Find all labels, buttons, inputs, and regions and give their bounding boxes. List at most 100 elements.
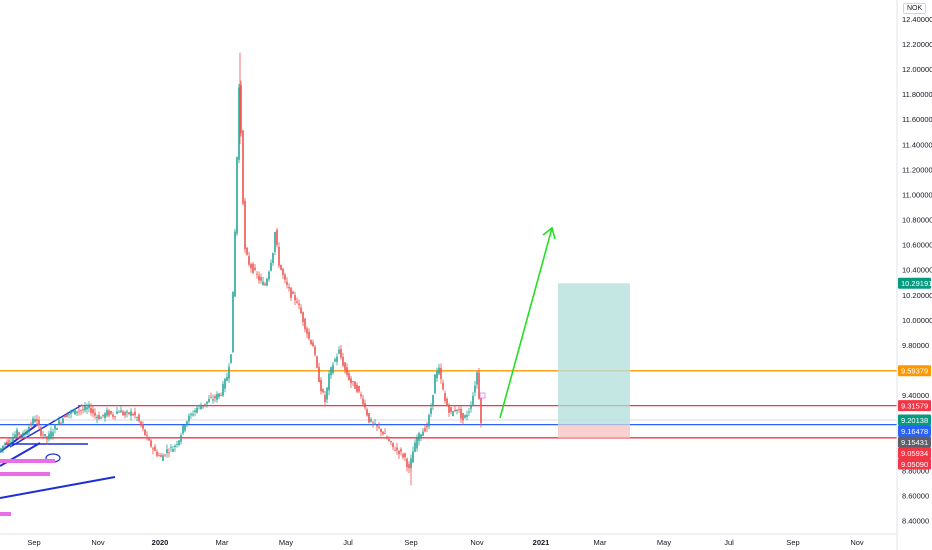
- candle-body: [34, 419, 36, 423]
- candle-body: [354, 381, 356, 389]
- price-badge[interactable]: [898, 277, 931, 289]
- candle-body: [74, 408, 76, 415]
- candle-body: [116, 411, 118, 414]
- candle-body: [470, 405, 472, 409]
- candle-body: [232, 291, 234, 353]
- projection-arrow[interactable]: [499, 226, 556, 419]
- y-tick-label: 8.40000: [902, 517, 929, 526]
- candle-body: [264, 283, 266, 286]
- candle-body: [106, 410, 108, 416]
- price-badge[interactable]: [898, 365, 931, 377]
- candle-body: [122, 411, 124, 415]
- candle-body: [56, 428, 58, 430]
- candle-body: [32, 418, 34, 424]
- highlight-bar-3[interactable]: [0, 512, 11, 516]
- price-badge[interactable]: [898, 447, 931, 459]
- candle-body: [318, 367, 320, 383]
- y-tick-label: 12.40000: [902, 15, 932, 24]
- price-badge-label: 9.31579: [901, 401, 928, 410]
- candle-body: [346, 367, 348, 375]
- candle-body: [426, 425, 428, 428]
- candle-body: [156, 451, 158, 456]
- candle-body: [400, 449, 402, 452]
- candle-body: [290, 287, 292, 298]
- candle-body: [48, 433, 50, 440]
- currency-label[interactable]: NOK: [903, 3, 927, 14]
- candle-body: [288, 287, 290, 289]
- candle-body: [206, 401, 208, 404]
- candle-body: [244, 200, 246, 250]
- price-badge[interactable]: [898, 425, 931, 437]
- candle-body: [126, 411, 128, 413]
- candle-body: [300, 307, 302, 314]
- price-badge[interactable]: [898, 458, 931, 470]
- candle-body: [70, 411, 72, 414]
- candle-body: [254, 267, 256, 270]
- candle-body: [396, 447, 398, 451]
- long-trendline[interactable]: [0, 476, 116, 499]
- candle-body: [362, 398, 364, 405]
- candle-body: [130, 411, 132, 416]
- price-badge-label: 9.59379: [901, 367, 928, 376]
- candle-body: [442, 383, 444, 390]
- candle-body: [54, 425, 56, 430]
- candle-body: [4, 443, 6, 446]
- candle-body: [312, 342, 314, 347]
- price-badge-label: 9.15431: [901, 438, 928, 447]
- candle-body: [66, 414, 68, 417]
- candle-body: [166, 449, 168, 454]
- highlight-bar-1[interactable]: [0, 459, 55, 463]
- candle-body: [78, 410, 80, 412]
- candle-body: [406, 458, 408, 468]
- candle-body: [272, 253, 274, 263]
- candle-body: [246, 247, 248, 255]
- price-badge[interactable]: [898, 400, 931, 412]
- candle-body: [464, 415, 466, 418]
- candle-body: [468, 411, 470, 413]
- candle-body: [376, 425, 378, 427]
- highlight-bar-2[interactable]: [0, 472, 50, 476]
- stop-zone[interactable]: [558, 424, 630, 438]
- candle-body: [310, 339, 312, 345]
- arrow-shaft[interactable]: [499, 227, 553, 419]
- candle-body: [28, 427, 30, 433]
- candle-body: [276, 229, 278, 245]
- candle-body: [142, 423, 144, 429]
- channel-upper-trendline[interactable]: [9, 404, 83, 448]
- long-position-tool[interactable]: [558, 283, 630, 438]
- price-axis[interactable]: [0, 0, 898, 550]
- candle-body: [320, 379, 322, 392]
- price-badge[interactable]: [898, 436, 931, 448]
- candle-body: [420, 434, 422, 439]
- candle-body: [76, 411, 78, 413]
- price-badge[interactable]: [898, 414, 931, 426]
- candle-body: [422, 431, 424, 436]
- candle-body: [200, 406, 202, 410]
- candle-body: [338, 349, 340, 354]
- candle-body: [436, 371, 438, 379]
- candle-body: [226, 376, 228, 381]
- candle-body: [250, 264, 252, 269]
- x-tick-label: Sep: [27, 538, 40, 547]
- y-tick-label: 12.20000: [902, 40, 932, 49]
- candle-body: [450, 407, 452, 413]
- candle-body: [154, 446, 156, 451]
- candle-body: [294, 295, 296, 301]
- candle-body: [478, 372, 480, 399]
- candle-body: [18, 432, 20, 435]
- candle-body: [398, 450, 400, 455]
- candle-body: [10, 441, 12, 443]
- candle-body: [316, 356, 318, 368]
- candle-body: [148, 438, 150, 441]
- candle-body: [60, 422, 62, 424]
- candle-body: [366, 409, 368, 416]
- candle-body: [16, 429, 18, 437]
- small-marker[interactable]: [479, 392, 486, 399]
- candle-body: [358, 386, 360, 392]
- target-zone[interactable]: [558, 283, 630, 425]
- candle-body: [256, 273, 258, 275]
- candle-body: [158, 455, 160, 457]
- candle-body: [292, 291, 294, 294]
- candle-body: [378, 426, 380, 428]
